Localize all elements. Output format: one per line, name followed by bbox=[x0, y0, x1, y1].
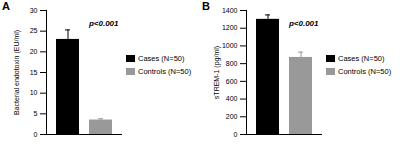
svg-text:p<0.001: p<0.001 bbox=[288, 19, 319, 28]
svg-text:1000: 1000 bbox=[222, 42, 238, 49]
svg-text:1400: 1400 bbox=[222, 7, 238, 14]
svg-text:600: 600 bbox=[226, 78, 238, 85]
svg-text:15: 15 bbox=[30, 69, 38, 76]
svg-text:5: 5 bbox=[34, 110, 38, 117]
svg-text:0: 0 bbox=[234, 131, 238, 138]
svg-text:200: 200 bbox=[226, 113, 238, 120]
svg-text:p<0.001: p<0.001 bbox=[88, 19, 119, 28]
svg-text:10: 10 bbox=[30, 89, 38, 96]
svg-text:0: 0 bbox=[34, 131, 38, 138]
svg-text:400: 400 bbox=[226, 95, 238, 102]
html-text:Controls (N=50): Controls (N=50) bbox=[138, 67, 192, 76]
svg-text:Bacterial endotoxin (EU/ml): Bacterial endotoxin (EU/ml) bbox=[13, 30, 21, 115]
html-text:Cases (N=50): Cases (N=50) bbox=[338, 54, 385, 63]
svg-text:sTREM-1 (pg/ml): sTREM-1 (pg/ml) bbox=[213, 46, 221, 99]
html-text:B: B bbox=[202, 0, 210, 12]
svg-text:25: 25 bbox=[30, 27, 38, 34]
svg-text:800: 800 bbox=[226, 60, 238, 67]
svg-text:20: 20 bbox=[30, 48, 38, 55]
svg-text:1200: 1200 bbox=[222, 24, 238, 31]
html-text:Controls (N=50): Controls (N=50) bbox=[338, 67, 392, 76]
html-text:A: A bbox=[2, 0, 10, 12]
svg-text:30: 30 bbox=[30, 7, 38, 14]
html-text:Cases (N=50): Cases (N=50) bbox=[138, 54, 185, 63]
